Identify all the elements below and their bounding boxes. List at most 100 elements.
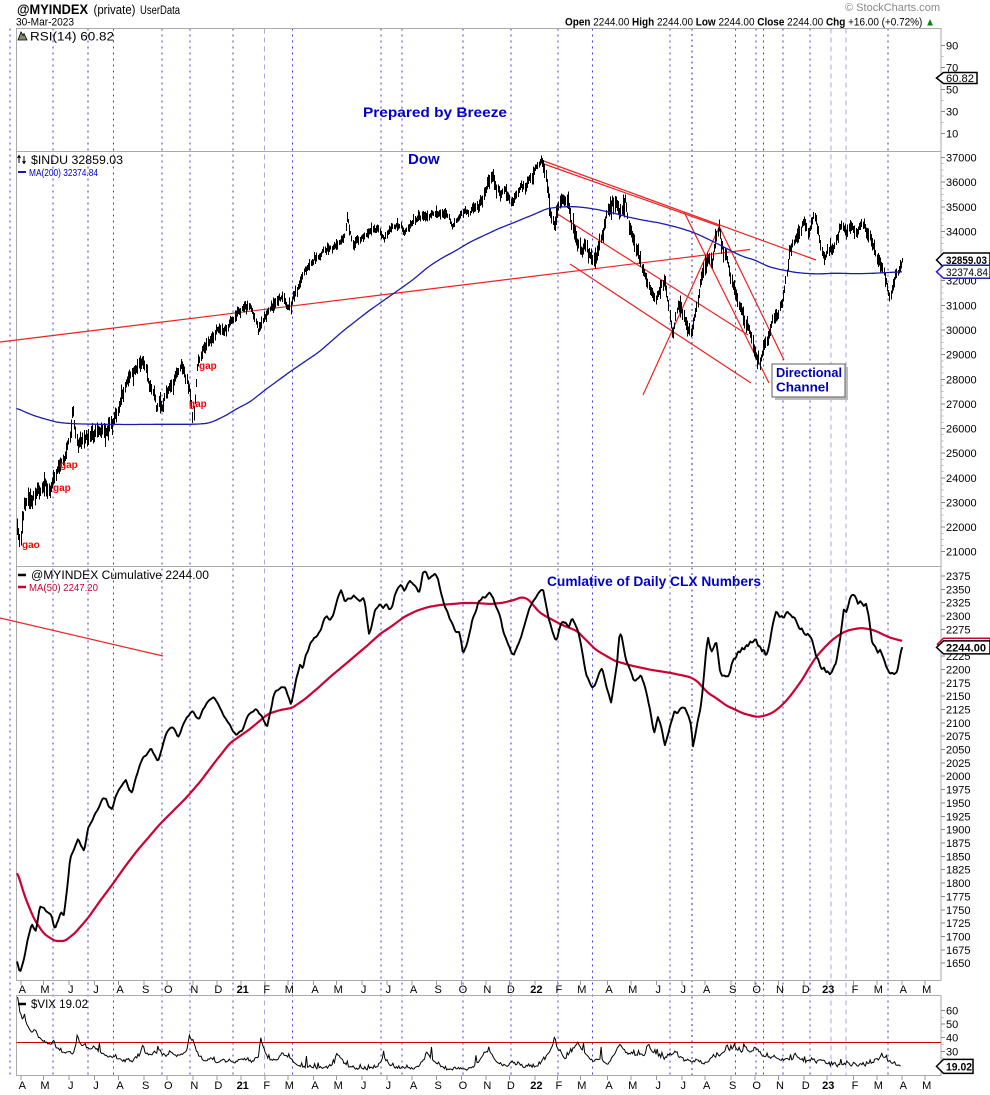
svg-text:29000: 29000 bbox=[946, 350, 977, 362]
svg-text:D: D bbox=[802, 984, 810, 996]
svg-text:1700: 1700 bbox=[946, 932, 970, 944]
svg-text:S: S bbox=[435, 1080, 442, 1092]
svg-text:22000: 22000 bbox=[946, 522, 977, 534]
svg-text:A: A bbox=[900, 1080, 908, 1092]
svg-text:A: A bbox=[311, 1080, 319, 1092]
svg-text:A: A bbox=[19, 1080, 27, 1092]
svg-text:D: D bbox=[802, 1080, 810, 1092]
svg-text:J: J bbox=[361, 1080, 367, 1092]
svg-text:22: 22 bbox=[530, 984, 542, 996]
svg-text:1900: 1900 bbox=[946, 825, 970, 837]
svg-text:D: D bbox=[507, 1080, 515, 1092]
svg-text:34000: 34000 bbox=[946, 226, 977, 238]
svg-text:1950: 1950 bbox=[946, 798, 970, 810]
svg-text:1975: 1975 bbox=[946, 785, 970, 797]
svg-text:J: J bbox=[681, 984, 687, 996]
svg-text:S: S bbox=[142, 1080, 149, 1092]
svg-text:O: O bbox=[459, 984, 468, 996]
svg-text:gao: gao bbox=[22, 540, 40, 551]
svg-text:26000: 26000 bbox=[946, 424, 977, 436]
svg-text:J: J bbox=[361, 984, 367, 996]
svg-text:2100: 2100 bbox=[946, 718, 970, 730]
svg-text:23000: 23000 bbox=[946, 498, 977, 510]
svg-text:S: S bbox=[142, 984, 149, 996]
svg-text:23: 23 bbox=[822, 1080, 834, 1092]
svg-text:A: A bbox=[703, 1080, 711, 1092]
svg-text:RSI(14) 60.82: RSI(14) 60.82 bbox=[30, 32, 114, 44]
svg-text:60: 60 bbox=[946, 1006, 958, 1018]
svg-text:J: J bbox=[655, 1080, 661, 1092]
svg-text:30: 30 bbox=[946, 106, 958, 118]
svg-text:1650: 1650 bbox=[946, 958, 970, 970]
svg-text:(private): (private) bbox=[94, 3, 136, 17]
svg-text:@MYINDEX: @MYINDEX bbox=[17, 1, 89, 17]
svg-text:M: M bbox=[874, 984, 883, 996]
svg-text:30000: 30000 bbox=[946, 325, 977, 337]
svg-text:23: 23 bbox=[822, 984, 834, 996]
svg-text:22: 22 bbox=[530, 1080, 542, 1092]
svg-text:2125: 2125 bbox=[946, 705, 970, 717]
svg-text:50: 50 bbox=[946, 84, 958, 96]
svg-text:2244.00: 2244.00 bbox=[946, 642, 986, 654]
svg-text:S: S bbox=[729, 984, 736, 996]
svg-text:M: M bbox=[285, 984, 294, 996]
svg-text:A: A bbox=[605, 984, 613, 996]
svg-text:N: N bbox=[190, 984, 198, 996]
svg-text:gap: gap bbox=[60, 460, 78, 471]
svg-text:1775: 1775 bbox=[946, 891, 970, 903]
svg-text:1825: 1825 bbox=[946, 865, 970, 877]
svg-text:M: M bbox=[577, 1080, 586, 1092]
svg-text:Channel: Channel bbox=[776, 381, 829, 395]
svg-text:19.02: 19.02 bbox=[946, 1061, 972, 1073]
svg-text:28000: 28000 bbox=[946, 374, 977, 386]
svg-text:70: 70 bbox=[946, 62, 958, 74]
svg-text:2200: 2200 bbox=[946, 665, 970, 677]
svg-text:M: M bbox=[628, 984, 637, 996]
svg-text:10: 10 bbox=[946, 128, 958, 140]
svg-text:M: M bbox=[40, 1080, 49, 1092]
svg-text:2375: 2375 bbox=[946, 571, 970, 583]
svg-text:21: 21 bbox=[237, 984, 249, 996]
svg-text:Cumlative of Daily CLX Numbers: Cumlative of Daily CLX Numbers bbox=[547, 574, 761, 589]
svg-text:M: M bbox=[874, 1080, 883, 1092]
svg-text:J: J bbox=[68, 1080, 74, 1092]
svg-text:J: J bbox=[93, 984, 99, 996]
svg-text:N: N bbox=[483, 1080, 491, 1092]
svg-text:A: A bbox=[116, 984, 124, 996]
svg-text:32374.84: 32374.84 bbox=[946, 267, 988, 279]
svg-text:UserData: UserData bbox=[140, 5, 180, 17]
svg-text:J: J bbox=[386, 1080, 392, 1092]
svg-text:F: F bbox=[556, 984, 563, 996]
svg-text:24000: 24000 bbox=[946, 473, 977, 485]
svg-text:M: M bbox=[577, 984, 586, 996]
svg-text:J: J bbox=[386, 984, 392, 996]
svg-text:MA(200) 32374.84: MA(200) 32374.84 bbox=[29, 167, 98, 179]
svg-text:gap: gap bbox=[53, 483, 71, 494]
svg-text:2325: 2325 bbox=[946, 598, 970, 610]
svg-text:J: J bbox=[655, 984, 661, 996]
svg-text:O: O bbox=[459, 1080, 468, 1092]
svg-text:N: N bbox=[776, 1080, 784, 1092]
svg-text:2000: 2000 bbox=[946, 771, 970, 783]
svg-text:M: M bbox=[922, 1080, 931, 1092]
svg-text:25000: 25000 bbox=[946, 448, 977, 460]
svg-text:37000: 37000 bbox=[946, 153, 977, 165]
svg-text:MA(50) 2247.20: MA(50) 2247.20 bbox=[29, 582, 98, 594]
svg-text:D: D bbox=[214, 984, 222, 996]
svg-text:2050: 2050 bbox=[946, 745, 970, 757]
svg-text:1725: 1725 bbox=[946, 918, 970, 930]
svg-text:D: D bbox=[507, 984, 515, 996]
svg-text:2300: 2300 bbox=[946, 611, 970, 623]
svg-text:A: A bbox=[19, 984, 27, 996]
svg-text:M: M bbox=[40, 984, 49, 996]
svg-text:2075: 2075 bbox=[946, 731, 970, 743]
svg-text:Dow: Dow bbox=[408, 151, 440, 168]
svg-text:27000: 27000 bbox=[946, 399, 977, 411]
svg-text:@MYINDEX Cumulative 2244.00: @MYINDEX Cumulative 2244.00 bbox=[31, 570, 209, 582]
svg-text:Open 2244.00 High 2244.00 Low: Open 2244.00 High 2244.00 Low 2244.00 Cl… bbox=[565, 17, 935, 29]
svg-text:J: J bbox=[68, 984, 74, 996]
svg-text:30-Mar-2023: 30-Mar-2023 bbox=[16, 17, 74, 29]
svg-text:N: N bbox=[776, 984, 784, 996]
svg-text:M: M bbox=[334, 1080, 343, 1092]
svg-text:Prepared by Breeze: Prepared by Breeze bbox=[363, 104, 507, 120]
